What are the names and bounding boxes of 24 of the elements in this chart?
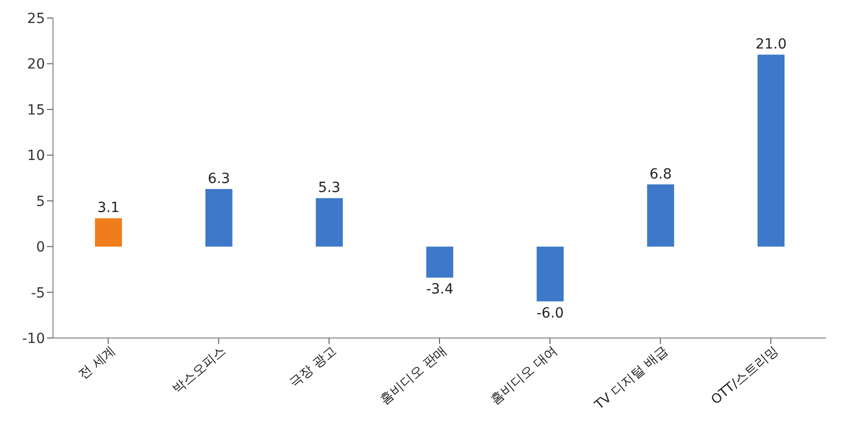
y-tick-label: 10 xyxy=(27,148,45,164)
data-label: 21.0 xyxy=(755,36,787,53)
bar xyxy=(94,218,122,247)
bar xyxy=(758,54,785,247)
data-label: 6.8 xyxy=(649,166,672,182)
x-tick-label: 전 세계 xyxy=(76,344,119,383)
y-tick-label: -10 xyxy=(22,330,45,347)
data-label: 5.3 xyxy=(318,180,340,196)
data-label: 3.1 xyxy=(97,200,120,216)
data-label: -6.0 xyxy=(536,305,564,322)
bar xyxy=(205,188,232,247)
y-tick-label: 5 xyxy=(36,194,45,210)
data-label: 6.3 xyxy=(208,170,230,187)
bar xyxy=(426,246,454,278)
y-tick-label: 20 xyxy=(27,56,45,73)
y-tick-label: 25 xyxy=(27,10,45,27)
data-label: -3.4 xyxy=(426,282,454,298)
bar xyxy=(647,184,674,247)
bar xyxy=(536,246,564,302)
y-tick-label: 0 xyxy=(36,240,45,256)
y-tick-label: -5 xyxy=(31,285,45,302)
bar xyxy=(316,198,343,247)
y-tick-label: 15 xyxy=(27,102,45,118)
x-tick-label: 극장 광고 xyxy=(286,344,340,392)
